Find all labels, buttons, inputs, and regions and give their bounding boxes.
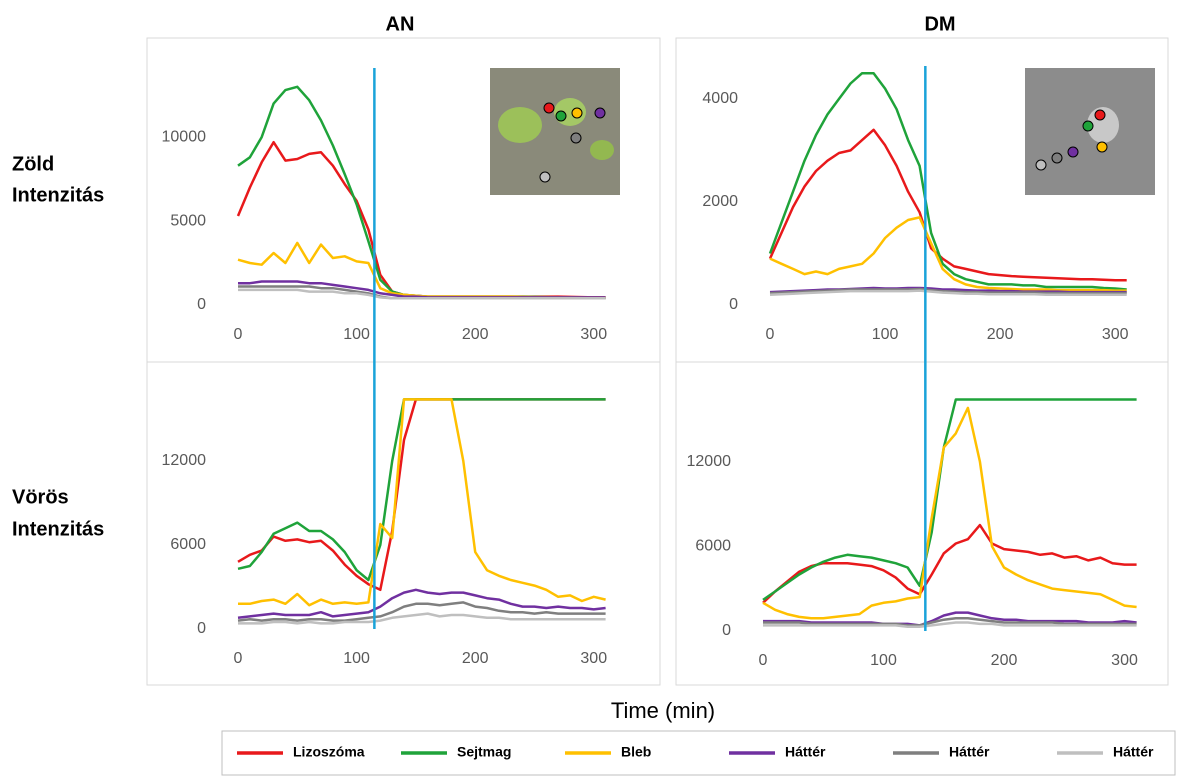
series-line <box>762 398 1137 601</box>
x-tick-label: 100 <box>343 650 370 667</box>
x-tick-label: 0 <box>234 326 243 343</box>
series-line <box>238 612 606 625</box>
row-label: Zöld <box>12 153 54 175</box>
legend-label: Bleb <box>621 744 651 760</box>
y-tick-label: 6000 <box>695 538 731 555</box>
y-tick-label: 12000 <box>687 453 732 470</box>
x-tick-label: 200 <box>462 326 489 343</box>
row-label: Intenzitás <box>12 184 104 206</box>
x-tick-label: 100 <box>870 652 897 669</box>
y-tick-label: 5000 <box>170 212 206 229</box>
inset-image <box>490 68 620 195</box>
series-line <box>763 611 1137 627</box>
legend-label: Sejtmag <box>457 744 511 760</box>
series-line <box>237 588 606 620</box>
column-title: DM <box>924 13 955 35</box>
panel-frame <box>146 361 661 686</box>
series-line <box>763 621 1137 629</box>
legend-label: Háttér <box>785 744 826 760</box>
series-line <box>768 128 1127 282</box>
series-line <box>237 601 606 622</box>
series-line <box>768 71 1127 291</box>
x-tick-label: 0 <box>759 652 768 669</box>
x-tick-label: 100 <box>343 326 370 343</box>
series-line <box>237 398 606 582</box>
series-line <box>762 406 1137 620</box>
series-line <box>238 288 606 300</box>
series-line <box>762 523 1137 604</box>
x-tick-label: 0 <box>766 326 775 343</box>
x-tick-label: 300 <box>1111 652 1138 669</box>
y-tick-label: 12000 <box>162 452 207 469</box>
row-label: Intenzitás <box>12 518 104 540</box>
y-tick-label: 0 <box>197 296 206 313</box>
y-tick-label: 10000 <box>162 128 207 145</box>
row-label: Vörös <box>12 486 69 508</box>
legend-label: Háttér <box>1113 744 1154 760</box>
series-line <box>769 289 1127 296</box>
inset-image <box>1025 68 1155 195</box>
series-line <box>769 287 1127 295</box>
x-axis-title: Time (min) <box>611 698 715 723</box>
legend-label: Lizoszóma <box>293 744 365 760</box>
x-tick-label: 200 <box>462 650 489 667</box>
y-tick-label: 0 <box>197 620 206 637</box>
y-tick-label: 0 <box>729 296 738 313</box>
series-line <box>237 398 606 592</box>
x-tick-label: 300 <box>580 326 607 343</box>
legend-box <box>221 730 1176 776</box>
y-tick-label: 0 <box>722 622 731 639</box>
y-tick-label: 6000 <box>170 536 206 553</box>
x-tick-label: 200 <box>987 326 1014 343</box>
y-tick-label: 2000 <box>702 193 738 210</box>
column-title: AN <box>386 13 415 35</box>
x-tick-label: 300 <box>1102 326 1129 343</box>
series-line <box>763 617 1137 627</box>
panel-frame <box>675 361 1169 686</box>
x-tick-label: 300 <box>580 650 607 667</box>
series-line <box>238 398 606 607</box>
x-tick-label: 100 <box>872 326 899 343</box>
legend-label: Háttér <box>949 744 990 760</box>
x-tick-label: 200 <box>991 652 1018 669</box>
x-tick-label: 0 <box>234 650 243 667</box>
y-tick-label: 4000 <box>702 90 738 107</box>
series-line <box>769 216 1127 292</box>
